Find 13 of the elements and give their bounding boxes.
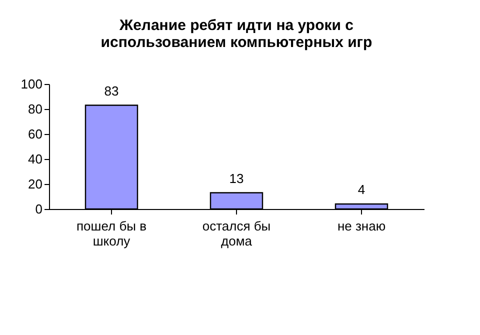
x-tick-label: пошел бы в школу: [76, 218, 147, 248]
x-tick-label: остался бы дома: [202, 218, 271, 248]
y-tick-label: 60: [28, 126, 42, 142]
y-tick-label: 20: [28, 176, 42, 192]
data-label: 13: [229, 170, 244, 186]
y-tick-label: 100: [20, 76, 42, 92]
data-label: 83: [104, 83, 119, 98]
y-tick-label: 0: [35, 202, 42, 216]
y-tick-label: 40: [28, 152, 42, 166]
data-label: 4: [358, 182, 366, 197]
y-tick-label: 80: [28, 102, 42, 116]
chart-title: Желание ребят идти на уроки с использованием компьютерных игр: [100, 17, 372, 51]
x-tick-label: не знаю: [337, 218, 386, 234]
